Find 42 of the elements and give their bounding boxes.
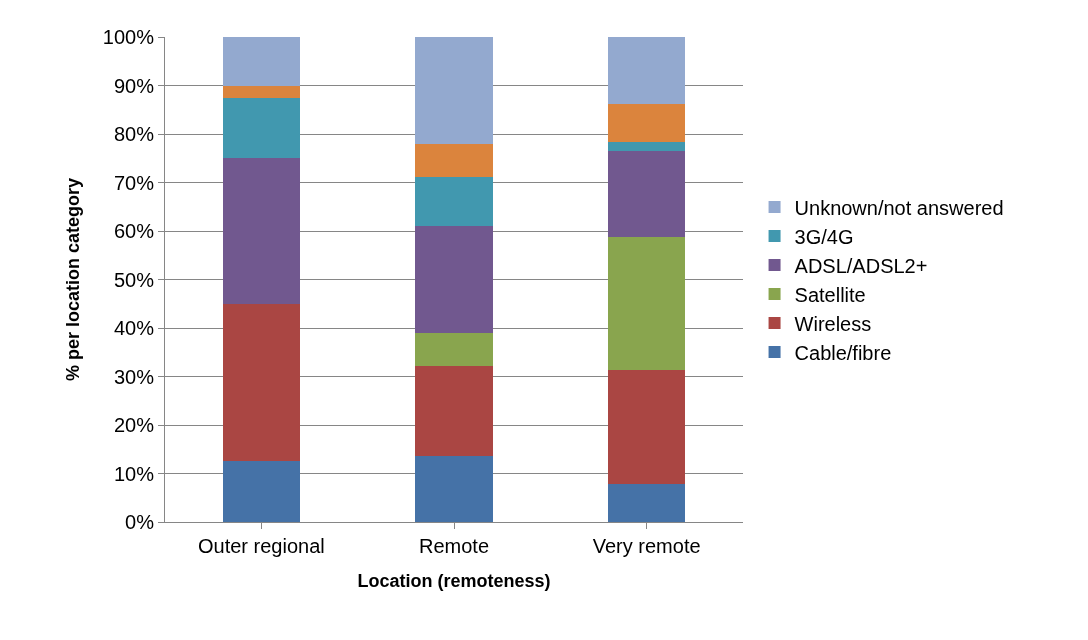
y-tick-label: 10% (113, 462, 155, 485)
bar (608, 370, 686, 485)
bar (415, 226, 493, 333)
bar (222, 97, 300, 159)
bar (608, 236, 686, 371)
bar (608, 141, 686, 152)
x-tick-label: Very remote (592, 535, 701, 557)
bar (608, 103, 686, 142)
bar (608, 484, 686, 522)
bar (608, 151, 686, 237)
bar (415, 143, 493, 177)
bar (415, 456, 493, 522)
bar (222, 37, 300, 86)
y-tick-label: 30% (113, 365, 155, 388)
bar (415, 37, 493, 144)
y-axis-title: % per location category (63, 177, 84, 382)
x-axis-title: Location (remoteness) (357, 571, 551, 592)
legend-label: 3G/4G (794, 225, 854, 248)
bar (222, 158, 300, 304)
bar (415, 176, 493, 227)
y-tick-label: 100% (102, 26, 155, 48)
bar (608, 37, 686, 104)
legend-label: ADSL/ADSL2+ (794, 254, 928, 277)
legend-label: Satellite (794, 283, 866, 306)
bar (222, 461, 300, 522)
bar (415, 332, 493, 366)
bar (222, 303, 300, 462)
legend-label: Unknown/not answered (794, 196, 1004, 219)
x-tick-label: Remote (418, 535, 490, 557)
y-tick-label: 80% (113, 123, 155, 145)
y-tick-label: 90% (113, 74, 155, 97)
legend-label: Cable/fibre (794, 341, 892, 364)
bar (222, 85, 300, 98)
x-tick-label: Outer regional (197, 535, 325, 557)
y-tick-label: 20% (113, 414, 155, 436)
bar (415, 365, 493, 457)
y-tick-label: 0% (125, 511, 155, 533)
y-tick-label: 60% (113, 220, 155, 242)
legend-label: Wireless (794, 312, 872, 335)
y-tick-label: 40% (113, 317, 155, 339)
y-tick-label: 70% (113, 171, 155, 194)
y-tick-label: 50% (113, 268, 155, 291)
